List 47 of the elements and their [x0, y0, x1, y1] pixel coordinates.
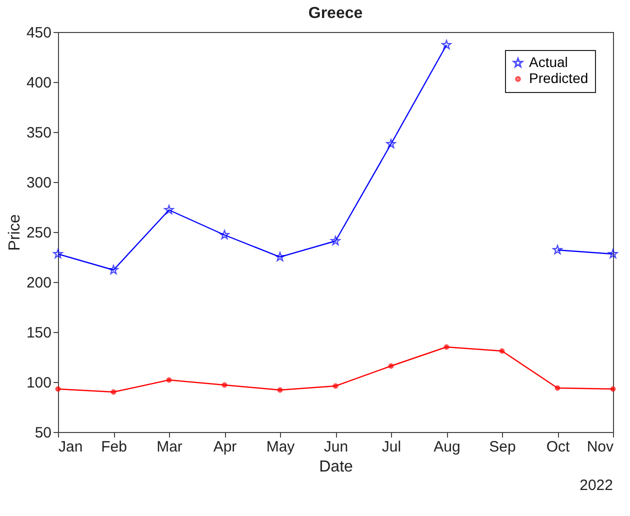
y-axis-title: Price: [6, 214, 24, 251]
point: [552, 244, 562, 254]
point: [554, 385, 560, 391]
y-tick-label: 50: [34, 424, 52, 442]
point: [55, 386, 61, 392]
point: [442, 40, 452, 50]
y-tick-label: 400: [26, 74, 52, 92]
point: [444, 344, 450, 350]
y-tick-label: 100: [26, 374, 52, 392]
y-tick-label: 200: [26, 274, 52, 292]
x-tick-label: May: [266, 438, 296, 456]
point: [277, 387, 283, 393]
point: [332, 383, 338, 389]
y-tick-label: 150: [26, 324, 52, 342]
point: [386, 138, 396, 148]
point: [499, 348, 505, 354]
legend-label: Actual: [529, 54, 568, 70]
x-tick-label: Jan: [58, 438, 83, 456]
point: [53, 248, 63, 258]
point: [330, 236, 340, 246]
y-tick-label: 450: [26, 24, 52, 42]
point: [222, 382, 228, 388]
point: [110, 389, 116, 395]
point: [275, 252, 285, 262]
point: [164, 204, 174, 214]
x-tick-label: Jul: [382, 438, 402, 456]
point: [610, 386, 616, 392]
point: [166, 377, 172, 383]
x-tick-label: Oct: [546, 438, 570, 456]
legend-label: Predicted: [529, 70, 588, 86]
point: [108, 264, 118, 274]
x-tick-label: Aug: [434, 438, 460, 456]
y-tick-label: 350: [26, 124, 52, 142]
x-tick-label: Apr: [213, 438, 237, 456]
x-tick-label: Mar: [156, 438, 182, 456]
y-tick-label: 250: [26, 224, 52, 242]
text: 2022: [580, 477, 613, 494]
point: [608, 248, 618, 258]
x-tick-label: Jun: [324, 438, 348, 456]
x-tick-label: Sep: [489, 438, 516, 456]
point: [388, 363, 394, 369]
chart-title: Greece: [308, 5, 363, 22]
point: [220, 230, 230, 240]
x-axis-title: Date: [319, 458, 353, 476]
y-tick-label: 300: [26, 174, 52, 192]
x-tick-label: Nov: [586, 438, 614, 456]
x-tick-label: Feb: [101, 438, 127, 456]
